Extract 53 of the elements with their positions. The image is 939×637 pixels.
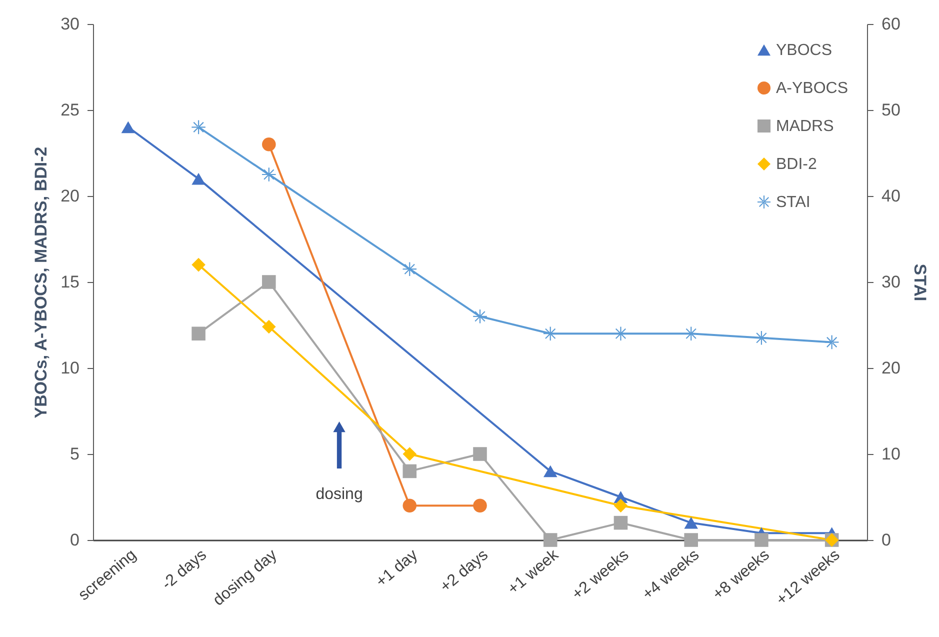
y2-tick-label: 30 xyxy=(882,272,900,292)
point xyxy=(473,447,487,461)
point xyxy=(684,516,698,529)
legend-label: A-YBOCS xyxy=(776,80,848,97)
point xyxy=(121,121,136,134)
legend-label: MADRS xyxy=(776,118,834,135)
y-tick-label: 25 xyxy=(60,100,80,120)
annotation: dosing xyxy=(316,486,363,503)
point xyxy=(192,326,206,340)
y2-tick-label: 10 xyxy=(882,444,900,464)
point xyxy=(473,310,487,324)
point xyxy=(192,258,206,272)
point xyxy=(192,172,206,185)
y2-tick-label: 40 xyxy=(882,186,900,206)
y2-tick-label: 60 xyxy=(882,14,900,34)
x-tick-label: +2 days xyxy=(437,546,492,596)
y2-tick-label: 0 xyxy=(882,530,891,550)
point xyxy=(614,326,628,340)
point xyxy=(262,168,276,182)
legend-label: BDI-2 xyxy=(776,156,817,173)
point xyxy=(684,533,698,547)
point xyxy=(684,326,698,340)
y-tick-label: 10 xyxy=(60,358,80,378)
y-tick-label: 20 xyxy=(60,186,80,206)
point xyxy=(754,331,768,345)
point xyxy=(824,335,839,350)
y2-axis-title: STAI xyxy=(910,264,930,302)
point xyxy=(262,320,276,334)
y-tick-label: 15 xyxy=(60,272,80,292)
y2-tick-label: 20 xyxy=(882,358,900,378)
x-tick-label: +1 day xyxy=(372,546,422,591)
y-tick-label: 5 xyxy=(70,444,80,464)
legend-label: YBOCS xyxy=(776,42,832,59)
point xyxy=(192,120,206,134)
point xyxy=(543,326,558,340)
x-tick-label: -2 days xyxy=(158,546,210,594)
point xyxy=(614,498,628,512)
y-tick-label: 0 xyxy=(70,530,80,550)
legend-label: STAI xyxy=(776,194,810,211)
point xyxy=(543,465,558,478)
point xyxy=(262,275,276,289)
point xyxy=(754,533,768,547)
y-tick-label: 30 xyxy=(60,14,80,34)
y-axis-title: YBOCs, A-YBOCS, MADRS, BDI-2 xyxy=(32,146,51,418)
point xyxy=(402,498,417,512)
point xyxy=(473,498,487,512)
point xyxy=(402,447,417,461)
point xyxy=(402,262,417,276)
y2-tick-label: 50 xyxy=(882,100,900,120)
point xyxy=(614,516,628,530)
point xyxy=(262,138,276,152)
point xyxy=(402,464,417,478)
point xyxy=(543,533,558,547)
